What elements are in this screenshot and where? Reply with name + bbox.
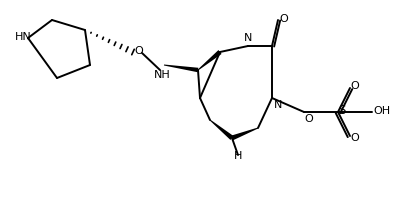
Text: HN: HN	[14, 32, 31, 42]
Text: O: O	[279, 14, 288, 24]
Text: NH: NH	[153, 70, 170, 80]
Polygon shape	[164, 64, 198, 72]
Text: O: O	[350, 81, 358, 91]
Polygon shape	[209, 120, 233, 140]
Polygon shape	[231, 128, 257, 140]
Text: S: S	[338, 105, 345, 117]
Text: H: H	[233, 151, 241, 161]
Text: O: O	[350, 133, 358, 143]
Text: N: N	[243, 33, 251, 43]
Text: OH: OH	[373, 106, 390, 116]
Text: O: O	[304, 114, 313, 124]
Text: N: N	[273, 100, 282, 110]
Polygon shape	[197, 50, 221, 70]
Text: O: O	[134, 46, 143, 56]
